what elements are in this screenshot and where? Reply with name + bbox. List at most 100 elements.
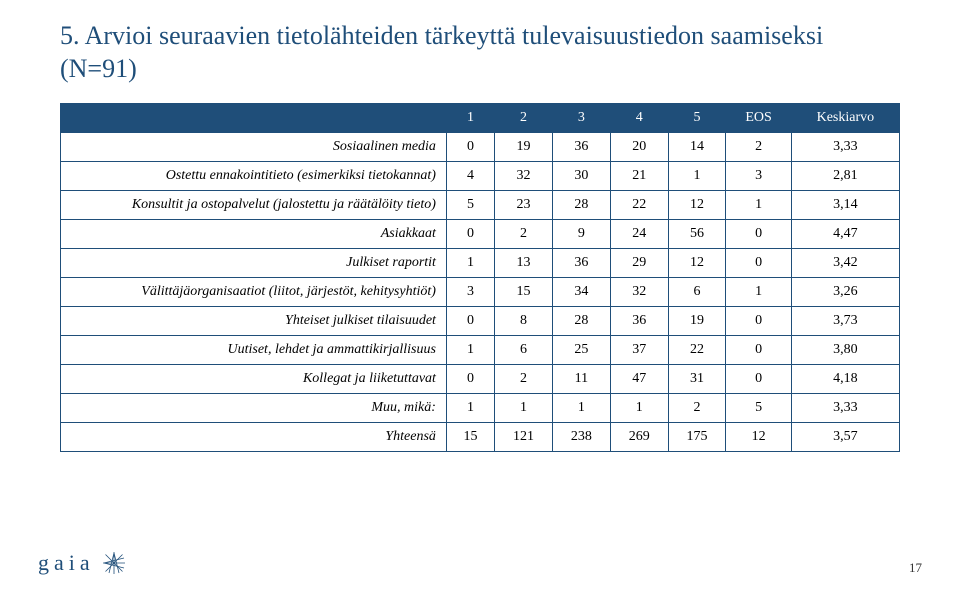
table-cell: 3,57 — [791, 423, 899, 452]
table-cell: 2 — [668, 394, 726, 423]
table-cell: 2 — [495, 365, 553, 394]
table-row: Yhteiset julkiset tilaisuudet0828361903,… — [61, 307, 900, 336]
table-cell: 3,14 — [791, 191, 899, 220]
table-cell: 20 — [610, 133, 668, 162]
page-title: 5. Arvioi seuraavien tietolähteiden tärk… — [60, 20, 900, 85]
table-cell: 4 — [446, 162, 494, 191]
table-body: Sosiaalinen media01936201423,33Ostettu e… — [61, 133, 900, 452]
row-label: Muu, mikä: — [61, 394, 447, 423]
table-row: Uutiset, lehdet ja ammattikirjallisuus16… — [61, 336, 900, 365]
table-cell: 3 — [446, 278, 494, 307]
table-cell: 15 — [446, 423, 494, 452]
table-cell: 19 — [668, 307, 726, 336]
table-cell: 0 — [446, 307, 494, 336]
table-cell: 175 — [668, 423, 726, 452]
table-row: Asiakkaat029245604,47 — [61, 220, 900, 249]
table-cell: 19 — [495, 133, 553, 162]
table-cell: 1 — [446, 394, 494, 423]
row-label: Asiakkaat — [61, 220, 447, 249]
table-cell: 30 — [552, 162, 610, 191]
table-cell: 1 — [726, 278, 791, 307]
table-cell: 32 — [610, 278, 668, 307]
table-cell: 3,80 — [791, 336, 899, 365]
table-row: Konsultit ja ostopalvelut (jalostettu ja… — [61, 191, 900, 220]
table-cell: 6 — [495, 336, 553, 365]
col-header-avg: Keskiarvo — [791, 104, 899, 133]
table-cell: 2 — [726, 133, 791, 162]
table-cell: 0 — [446, 133, 494, 162]
table-cell: 0 — [726, 307, 791, 336]
table-cell: 3,33 — [791, 394, 899, 423]
logo-text: gaia — [38, 550, 95, 576]
row-label: Yhteiset julkiset tilaisuudet — [61, 307, 447, 336]
table-cell: 0 — [726, 336, 791, 365]
row-label: Konsultit ja ostopalvelut (jalostettu ja… — [61, 191, 447, 220]
table-cell: 4,18 — [791, 365, 899, 394]
table-row: Yhteensä15121238269175123,57 — [61, 423, 900, 452]
table-cell: 29 — [610, 249, 668, 278]
table-header-row: 1 2 3 4 5 EOS Keskiarvo — [61, 104, 900, 133]
table-cell: 23 — [495, 191, 553, 220]
row-label: Sosiaalinen media — [61, 133, 447, 162]
table-cell: 22 — [610, 191, 668, 220]
table-row: Välittäjäorganisaatiot (liitot, järjestö… — [61, 278, 900, 307]
table-cell: 36 — [552, 133, 610, 162]
table-cell: 12 — [668, 249, 726, 278]
row-label: Ostettu ennakointitieto (esimerkiksi tie… — [61, 162, 447, 191]
table-row: Julkiset raportit11336291203,42 — [61, 249, 900, 278]
table-row: Muu, mikä:1111253,33 — [61, 394, 900, 423]
table-cell: 11 — [552, 365, 610, 394]
table-cell: 238 — [552, 423, 610, 452]
logo: gaia — [38, 550, 127, 576]
table-cell: 3,42 — [791, 249, 899, 278]
table-cell: 37 — [610, 336, 668, 365]
table-cell: 8 — [495, 307, 553, 336]
row-label: Uutiset, lehdet ja ammattikirjallisuus — [61, 336, 447, 365]
table-row: Kollegat ja liiketuttavat0211473104,18 — [61, 365, 900, 394]
row-label: Kollegat ja liiketuttavat — [61, 365, 447, 394]
table-cell: 121 — [495, 423, 553, 452]
col-header-5: 5 — [668, 104, 726, 133]
table-cell: 12 — [726, 423, 791, 452]
table-cell: 0 — [726, 365, 791, 394]
table-cell: 3,73 — [791, 307, 899, 336]
table-row: Ostettu ennakointitieto (esimerkiksi tie… — [61, 162, 900, 191]
data-table: 1 2 3 4 5 EOS Keskiarvo Sosiaalinen medi… — [60, 103, 900, 452]
row-label: Välittäjäorganisaatiot (liitot, järjestö… — [61, 278, 447, 307]
table-cell: 1 — [726, 191, 791, 220]
table-cell: 3 — [726, 162, 791, 191]
table-cell: 5 — [726, 394, 791, 423]
table-cell: 12 — [668, 191, 726, 220]
starburst-icon — [101, 550, 127, 576]
table-cell: 1 — [446, 249, 494, 278]
col-header-blank — [61, 104, 447, 133]
col-header-1: 1 — [446, 104, 494, 133]
table-cell: 5 — [446, 191, 494, 220]
table-cell: 22 — [668, 336, 726, 365]
col-header-3: 3 — [552, 104, 610, 133]
table-cell: 25 — [552, 336, 610, 365]
page-number: 17 — [909, 560, 922, 576]
table-cell: 0 — [446, 220, 494, 249]
table-cell: 34 — [552, 278, 610, 307]
table-cell: 4,47 — [791, 220, 899, 249]
table-cell: 2 — [495, 220, 553, 249]
table-cell: 14 — [668, 133, 726, 162]
table-cell: 47 — [610, 365, 668, 394]
row-label: Julkiset raportit — [61, 249, 447, 278]
table-cell: 28 — [552, 191, 610, 220]
table-cell: 1 — [446, 336, 494, 365]
table-cell: 31 — [668, 365, 726, 394]
table-cell: 9 — [552, 220, 610, 249]
table-cell: 21 — [610, 162, 668, 191]
table-cell: 2,81 — [791, 162, 899, 191]
table-cell: 3,26 — [791, 278, 899, 307]
table-cell: 36 — [610, 307, 668, 336]
table-cell: 1 — [668, 162, 726, 191]
col-header-eos: EOS — [726, 104, 791, 133]
table-cell: 269 — [610, 423, 668, 452]
table-row: Sosiaalinen media01936201423,33 — [61, 133, 900, 162]
col-header-4: 4 — [610, 104, 668, 133]
table-cell: 6 — [668, 278, 726, 307]
table-cell: 24 — [610, 220, 668, 249]
